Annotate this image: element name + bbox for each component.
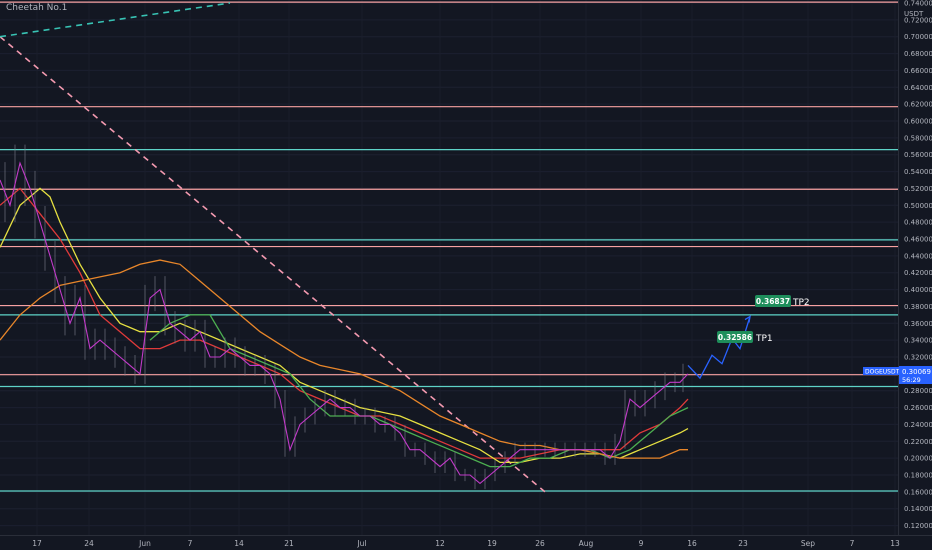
- x-tick-labels: 17 24 Jun 7 14 21 Jul 12 19 26 Aug 9 16 23 Sep 7 13: [32, 539, 900, 548]
- x-tick-label: Sep: [801, 539, 815, 548]
- tp1-label: TP1: [755, 334, 773, 344]
- y-tick-label: 0.58000: [904, 134, 932, 142]
- trendlines: [0, 2, 546, 493]
- x-tick-label: 24: [84, 539, 94, 548]
- y-tick-label: 0.66000: [904, 67, 932, 75]
- y-tick-label: 0.44000: [904, 252, 932, 260]
- x-tick-label: 7: [188, 539, 193, 548]
- trendline[interactable]: [0, 36, 546, 493]
- y-tick-label: 0.54000: [904, 168, 932, 176]
- ma-line: [0, 259, 688, 459]
- last-price-tag: [899, 366, 932, 384]
- y-tick-label: 0.14000: [904, 505, 932, 513]
- projection-arrowhead: [744, 315, 751, 323]
- y-tick-label: 0.36000: [904, 320, 932, 328]
- price-scale[interactable]: USDT 0.74000 0.72000 0.70000 0.68000 0.66000…: [863, 0, 932, 535]
- price-series: [0, 144, 689, 490]
- x-tick-label: 9: [639, 539, 644, 548]
- x-tick-label: 12: [435, 539, 445, 548]
- x-tick-label: 19: [487, 539, 497, 548]
- y-tick-label: 0.64000: [904, 84, 932, 92]
- y-tick-label: 0.32000: [904, 354, 932, 362]
- y-tick-label: 0.20000: [904, 455, 932, 463]
- x-tick-label: Aug: [579, 539, 594, 548]
- tp1-value: 0.32586: [718, 333, 752, 342]
- y-tick-label: 0.70000: [904, 33, 932, 41]
- y-tick-label: 0.18000: [904, 472, 932, 480]
- x-tick-label: 23: [738, 539, 748, 548]
- study-title: Cheetah No.1: [6, 3, 68, 13]
- y-tick-label: 0.68000: [904, 50, 932, 58]
- y-tick-label: 0.38000: [904, 303, 932, 311]
- currency-label: USDT: [904, 10, 924, 18]
- y-tick-label: 0.22000: [904, 438, 932, 446]
- tp2-label: TP2: [792, 298, 810, 308]
- y-tick-label: 0.28000: [904, 387, 932, 395]
- x-tick-label: Jul: [356, 539, 366, 548]
- bar-countdown: 56:29: [902, 376, 921, 384]
- y-tick-label: 0.26000: [904, 404, 932, 412]
- symbol-box: [863, 367, 899, 375]
- tp1-value-box: [717, 331, 753, 343]
- y-tick-label: 0.52000: [904, 185, 932, 193]
- last-price-value: 0.30069: [902, 368, 931, 376]
- y-tick-label: 0.72000: [904, 16, 932, 24]
- y-tick-label: 0.62000: [904, 101, 932, 109]
- x-tick-label: Jun: [138, 539, 151, 548]
- tp2-value: 0.36837: [756, 297, 790, 306]
- y-tick-label: 0.46000: [904, 236, 932, 244]
- price-line: [0, 161, 689, 485]
- y-tick-label: 0.34000: [904, 337, 932, 345]
- tp1-marker[interactable]: 0.32586 TP1: [717, 331, 773, 344]
- projection-path: [687, 315, 751, 380]
- x-tick-label: 13: [890, 539, 900, 548]
- x-tick-label: 16: [687, 539, 697, 548]
- ma-line: [0, 187, 689, 464]
- symbol-label: DOGEUSDT: [865, 369, 900, 376]
- y-tick-label: 0.74000: [904, 0, 932, 8]
- x-tick-label: 7: [850, 539, 855, 548]
- horizontal-levels: [0, 1, 898, 492]
- x-tick-label: 21: [284, 539, 294, 548]
- y-tick-label: 0.50000: [904, 202, 932, 210]
- y-tick-label: 0.16000: [904, 488, 932, 496]
- y-tick-label: 0.60000: [904, 118, 932, 126]
- tp2-marker[interactable]: 0.36837 TP2: [755, 295, 810, 308]
- y-tick-label: 0.56000: [904, 151, 932, 159]
- x-tick-label: 14: [234, 539, 244, 548]
- y-tick-labels: 0.74000 0.72000 0.70000 0.68000 0.66000 0.640…: [904, 0, 932, 530]
- tp2-value-box: [755, 295, 791, 307]
- y-tick-label: 0.40000: [904, 286, 932, 294]
- x-tick-label: 17: [32, 539, 42, 548]
- y-tick-label: 0.24000: [904, 421, 932, 429]
- y-tick-label: 0.42000: [904, 269, 932, 277]
- chart-grid: [0, 2, 898, 527]
- projection-line[interactable]: [687, 316, 751, 380]
- trendline[interactable]: [0, 2, 231, 38]
- y-tick-label: 0.48000: [904, 219, 932, 227]
- y-tick-label: 0.12000: [904, 522, 932, 530]
- time-scale[interactable]: 17 24 Jun 7 14 21 Jul 12 19 26 Aug 9 16 23 Sep 7 13: [0, 535, 932, 549]
- x-tick-label: 26: [535, 539, 545, 548]
